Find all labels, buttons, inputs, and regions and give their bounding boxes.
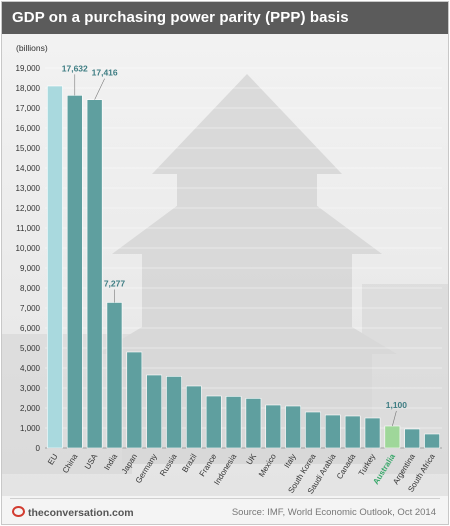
- y-tick-label: 6,000: [20, 324, 41, 333]
- y-tick-label: 18,000: [16, 84, 41, 93]
- y-tick-label: 9,000: [20, 264, 41, 273]
- bar-uk: [245, 398, 262, 449]
- conversation-logo-icon: [12, 506, 25, 517]
- bar-eu: [47, 85, 63, 449]
- data-label: 17,632: [62, 63, 88, 73]
- bar-china: [66, 95, 83, 449]
- y-tick-label: 3,000: [20, 384, 41, 393]
- footer-divider: [10, 498, 440, 499]
- bar-mexico: [265, 404, 282, 449]
- bar-indonesia: [225, 396, 242, 449]
- data-label: 7,277: [104, 278, 126, 288]
- bar-canada: [344, 415, 361, 449]
- y-tick-label: 11,000: [16, 224, 40, 233]
- y-axis-label: (billions): [16, 43, 48, 53]
- bar-south-korea: [305, 411, 321, 449]
- plot-area: 0 1,000 2,000 3,000 4,000 5,000 6,000 7,000 8,00…: [2, 34, 448, 496]
- y-tick-label: 8,000: [20, 284, 41, 293]
- y-tick-label: 5,000: [20, 344, 41, 353]
- bar-germany: [146, 374, 163, 449]
- bar-brazil: [186, 385, 202, 449]
- bar-japan: [126, 351, 143, 449]
- brand-text: theconversation.com: [28, 507, 134, 519]
- bar-france: [205, 395, 222, 449]
- y-tick-label: 7,000: [20, 304, 41, 313]
- bar-argentina: [404, 428, 421, 449]
- source-note: Source: IMF, World Economic Outlook, Oct…: [231, 507, 436, 518]
- data-label: 17,416: [92, 68, 118, 78]
- y-axis: 0 1,000 2,000 3,000 4,000 5,000 6,000 7,000 8,00…: [16, 64, 41, 453]
- bar-australia: [384, 425, 401, 449]
- y-tick-label: 16,000: [16, 124, 41, 133]
- y-tick-label: 2,000: [20, 404, 41, 413]
- title-bar: GDP on a purchasing power parity (PPP) b…: [2, 2, 448, 34]
- bar-india: [106, 302, 123, 449]
- footer: theconversation.com Source: IMF, World E…: [2, 498, 448, 524]
- y-tick-label: 4,000: [20, 364, 41, 373]
- y-tick-label: 0: [36, 444, 41, 453]
- bar-chart: 0 1,000 2,000 3,000 4,000 5,000 6,000 7,000 8,00…: [2, 34, 448, 496]
- y-tick-label: 10,000: [16, 244, 41, 253]
- bar-turkey: [364, 417, 381, 449]
- y-tick-label: 15,000: [16, 144, 41, 153]
- callout-leader: [392, 410, 397, 427]
- bar-italy: [285, 405, 301, 449]
- bar-usa: [86, 99, 103, 449]
- bars: [47, 85, 440, 449]
- bar-south-africa: [424, 433, 440, 449]
- callout-leader: [94, 78, 105, 100]
- data-label: 1,100: [386, 400, 408, 410]
- bar-saudi-arabia: [324, 414, 341, 449]
- y-tick-label: 17,000: [16, 104, 41, 113]
- y-tick-label: 19,000: [16, 64, 41, 73]
- y-tick-label: 13,000: [16, 184, 41, 193]
- bar-russia: [166, 376, 182, 449]
- brand[interactable]: theconversation.com: [12, 506, 134, 519]
- y-tick-label: 1,000: [20, 424, 41, 433]
- data-labels: 17,632 17,416 7,277 1,100: [62, 63, 408, 427]
- y-tick-label: 12,000: [16, 204, 41, 213]
- chart-title: GDP on a purchasing power parity (PPP) b…: [12, 9, 349, 26]
- y-tick-label: 14,000: [16, 164, 41, 173]
